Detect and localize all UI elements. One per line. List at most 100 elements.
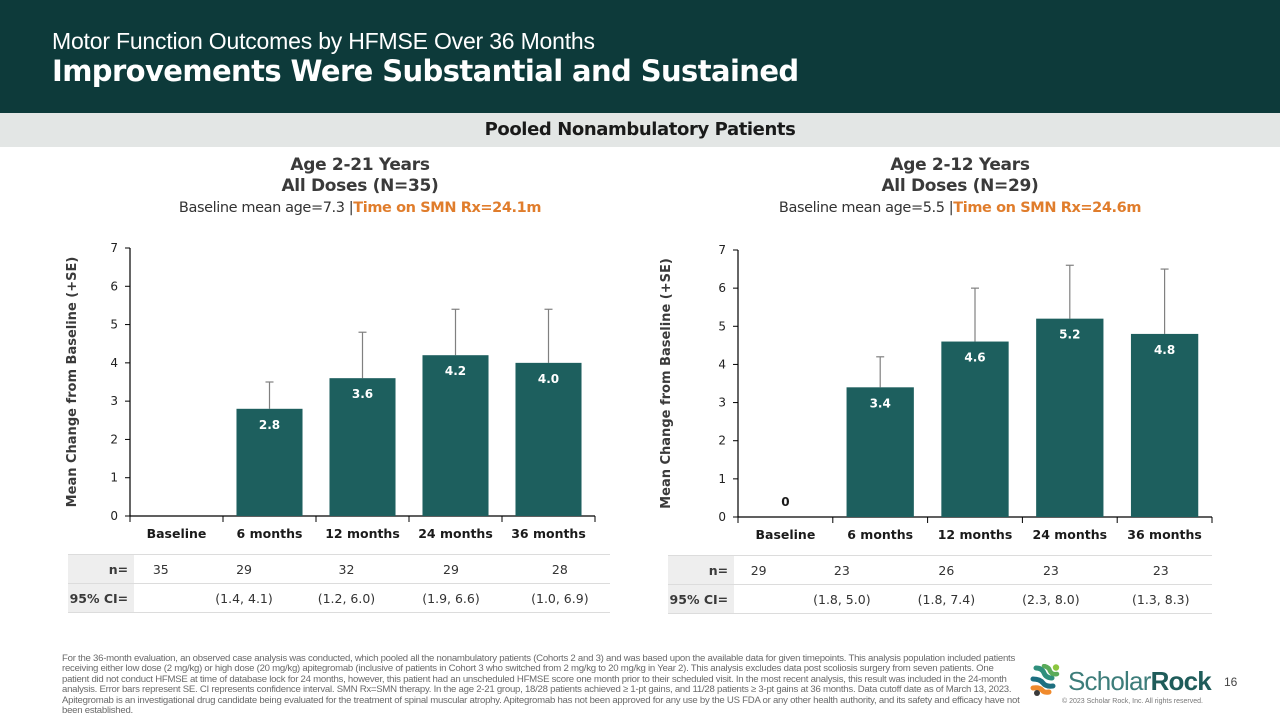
bar bbox=[236, 408, 303, 516]
ci-cell bbox=[134, 583, 188, 613]
y-tick-label: 4 bbox=[718, 357, 726, 371]
left-age-group: Age 2-21 Years bbox=[290, 155, 430, 175]
left-n-table: n= 35 29 32 29 28 95% CI= (1.4, 4.1) (1.… bbox=[68, 554, 610, 613]
page-number: 16 bbox=[1224, 675, 1238, 689]
bar bbox=[1036, 318, 1104, 517]
y-tick-label: 1 bbox=[718, 472, 726, 486]
left-panel-heading: Age 2-21 Years All Doses (N=35) Baseline… bbox=[130, 155, 590, 219]
right-time-on-smn: Time on SMN Rx=24.6m bbox=[953, 200, 1142, 216]
x-category-label: 12 months bbox=[325, 526, 400, 541]
left-baseline-age: Baseline mean age=7.3 | bbox=[178, 200, 354, 216]
ci-cell bbox=[734, 584, 784, 614]
left-dose-group: All Doses (N=35) bbox=[281, 176, 439, 196]
ci-cell: (1.3, 8.3) bbox=[1109, 584, 1212, 614]
x-category-label: 12 months bbox=[938, 527, 1013, 542]
right-n-row: n= 29 23 26 23 23 bbox=[668, 555, 1212, 585]
y-axis-label: Mean Change from Baseline (+SE) bbox=[65, 257, 80, 508]
x-category-label: 36 months bbox=[511, 526, 586, 541]
ci-cell: (1.8, 7.4) bbox=[900, 584, 993, 614]
left-chart-svg: 0 1 2 3 4 5 6 7 Mean Change from Baseline (+SE) B… bbox=[65, 241, 596, 541]
bar-value-label: 4.2 bbox=[445, 364, 466, 378]
y-tick-label: 7 bbox=[718, 243, 726, 257]
copyright: © 2023 Scholar Rock, Inc. All rights res… bbox=[1062, 698, 1203, 705]
bar bbox=[941, 341, 1009, 517]
y-tick-label: 1 bbox=[110, 471, 118, 485]
right-ci-row: 95% CI= (1.8, 5.0) (1.8, 7.4) (2.3, 8.0)… bbox=[668, 584, 1212, 614]
x-category-label: 36 months bbox=[1127, 527, 1202, 542]
bar bbox=[846, 387, 914, 517]
section-band: Pooled Nonambulatory Patients bbox=[0, 113, 1280, 147]
n-label: n= bbox=[68, 554, 135, 584]
ci-cell: (2.3, 8.0) bbox=[992, 584, 1110, 614]
left-baseline-info: Baseline mean age=7.3 |Time on SMN Rx=24… bbox=[130, 197, 590, 219]
n-cell: 29 bbox=[392, 554, 510, 584]
x-category-label: 24 months bbox=[418, 526, 493, 541]
bar-value-label: 4.8 bbox=[1154, 343, 1175, 357]
n-cell: 28 bbox=[509, 554, 610, 584]
bar-value-label: 3.4 bbox=[870, 396, 891, 410]
scholar-rock-logo-icon bbox=[1030, 663, 1060, 696]
ci-cell: (1.9, 6.6) bbox=[392, 583, 510, 613]
left-ci-row: 95% CI= (1.4, 4.1) (1.2, 6.0) (1.9, 6.6)… bbox=[68, 583, 610, 613]
bar bbox=[329, 378, 396, 516]
n-cell: 23 bbox=[1109, 555, 1212, 585]
n-cell: 29 bbox=[187, 554, 301, 584]
n-cell: 26 bbox=[900, 555, 993, 585]
scholar-rock-logo: ScholarRock bbox=[1030, 663, 1212, 696]
y-tick-label: 3 bbox=[718, 396, 726, 410]
ci-label: 95% CI= bbox=[68, 583, 135, 613]
bar-value-label: 0 bbox=[781, 495, 789, 509]
y-tick-label: 7 bbox=[110, 241, 118, 255]
y-tick-label: 3 bbox=[110, 394, 118, 408]
slide-header: Motor Function Outcomes by HFMSE Over 36… bbox=[0, 0, 1280, 113]
left-n-row: n= 35 29 32 29 28 bbox=[68, 554, 610, 584]
x-category-label: 6 months bbox=[237, 526, 303, 541]
n-cell: 35 bbox=[134, 554, 188, 584]
n-cell: 29 bbox=[734, 555, 784, 585]
bar-value-label: 3.6 bbox=[352, 387, 373, 401]
bar-value-label: 4.0 bbox=[538, 372, 559, 386]
x-category-label: 24 months bbox=[1033, 527, 1108, 542]
n-cell: 23 bbox=[992, 555, 1110, 585]
ci-cell: (1.4, 4.1) bbox=[187, 583, 301, 613]
left-time-on-smn: Time on SMN Rx=24.1m bbox=[353, 200, 542, 216]
ci-cell: (1.0, 6.9) bbox=[509, 583, 610, 613]
y-tick-label: 6 bbox=[718, 281, 726, 295]
n-cell: 23 bbox=[783, 555, 901, 585]
left-bar-chart: 0 1 2 3 4 5 6 7 Mean Change from Baseline (+SE) B… bbox=[0, 0, 640, 564]
footnote: For the 36-month evaluation, an observed… bbox=[62, 653, 1020, 717]
section-label: Pooled Nonambulatory Patients bbox=[484, 119, 796, 140]
ci-cell: (1.8, 5.0) bbox=[783, 584, 901, 614]
logo-word-light: Scholar bbox=[1068, 666, 1151, 696]
bar bbox=[515, 362, 582, 516]
right-chart-svg: 0 1 2 3 4 5 6 7 Mean Change from Baseline (+SE) B… bbox=[659, 243, 1213, 542]
y-tick-label: 5 bbox=[110, 318, 118, 332]
x-category-label: Baseline bbox=[147, 526, 207, 541]
n-cell: 32 bbox=[300, 554, 393, 584]
ci-cell: (1.2, 6.0) bbox=[300, 583, 393, 613]
bar bbox=[422, 355, 489, 516]
right-age-group: Age 2-12 Years bbox=[890, 155, 1030, 175]
right-bar-chart: 0 1 2 3 4 5 6 7 Mean Change from Baseline (+SE) B… bbox=[659, 243, 1213, 542]
bar-value-label: 5.2 bbox=[1059, 328, 1080, 342]
y-tick-label: 4 bbox=[110, 356, 118, 370]
y-tick-label: 2 bbox=[110, 432, 118, 446]
x-category-label: 6 months bbox=[847, 527, 913, 542]
logo-wordmark: ScholarRock bbox=[1068, 666, 1212, 697]
right-baseline-age: Baseline mean age=5.5 | bbox=[778, 200, 954, 216]
y-tick-label: 5 bbox=[718, 319, 726, 333]
y-tick-label: 0 bbox=[110, 509, 118, 523]
y-tick-label: 0 bbox=[718, 510, 726, 524]
right-n-table: n= 29 23 26 23 23 95% CI= (1.8, 5.0) (1.… bbox=[668, 555, 1212, 614]
right-baseline-info: Baseline mean age=5.5 |Time on SMN Rx=24… bbox=[730, 197, 1190, 219]
bar-value-label: 4.6 bbox=[964, 351, 985, 365]
n-label: n= bbox=[668, 555, 735, 585]
slide-title: Improvements Were Substantial and Sustai… bbox=[52, 54, 799, 88]
bar-value-label: 2.8 bbox=[259, 418, 280, 432]
ci-label: 95% CI= bbox=[668, 584, 735, 614]
y-axis-label: Mean Change from Baseline (+SE) bbox=[659, 258, 674, 509]
x-category-label: Baseline bbox=[755, 527, 815, 542]
right-dose-group: All Doses (N=29) bbox=[881, 176, 1039, 196]
right-panel-heading: Age 2-12 Years All Doses (N=29) Baseline… bbox=[730, 155, 1190, 219]
y-tick-label: 6 bbox=[110, 279, 118, 293]
